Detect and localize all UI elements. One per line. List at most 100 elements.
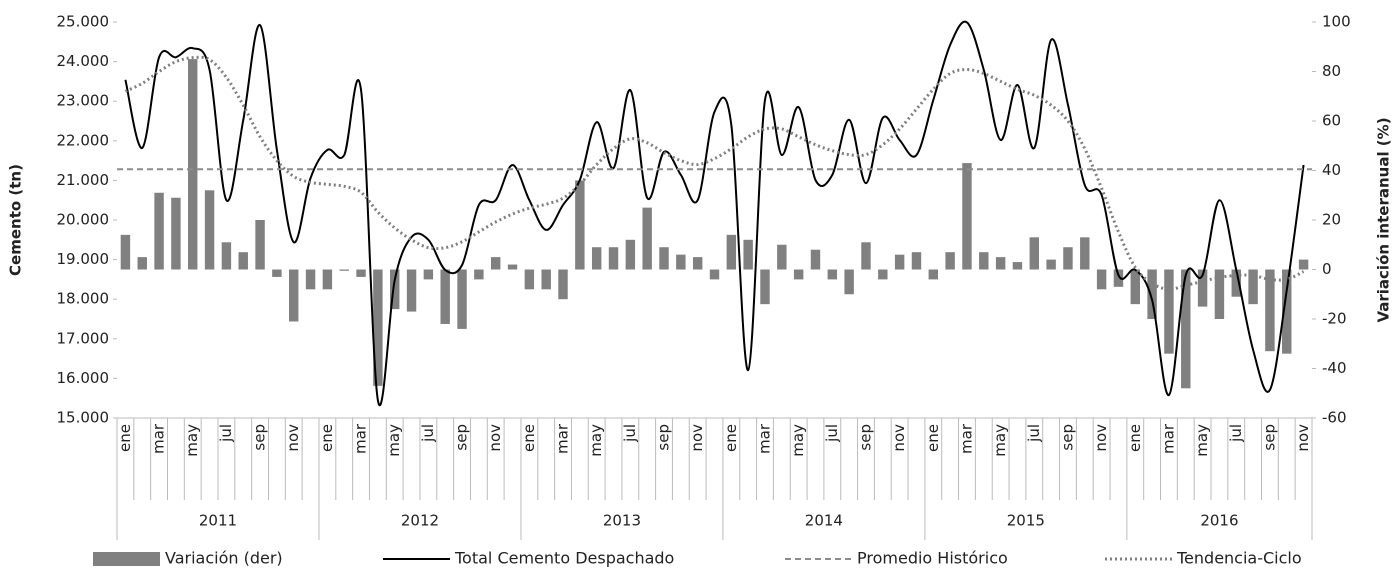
series-line [124, 20, 1305, 406]
x-tick-label: sep [856, 424, 874, 451]
bar [356, 269, 366, 277]
x-tick-label: sep [251, 424, 269, 451]
y2-tick-label: -20 [1322, 310, 1347, 328]
bar [659, 247, 669, 270]
bar [457, 269, 467, 329]
y2-tick-label: 20 [1322, 211, 1341, 229]
x-tick-label: ene [722, 424, 740, 452]
x-group-label: 2014 [805, 512, 843, 530]
x-tick-label: ene [924, 424, 942, 452]
x-group-label: 2013 [603, 512, 641, 530]
x-tick-label: nov [486, 424, 504, 452]
bar [760, 269, 770, 305]
y2-tick-label: 60 [1322, 112, 1341, 130]
bar [204, 190, 215, 270]
legend-label: Promedio Histórico [857, 549, 1008, 568]
x-tick-label: nov [1092, 424, 1110, 452]
x-tick-label: ene [116, 424, 134, 452]
bar [1164, 269, 1174, 354]
x-tick-label: nov [890, 424, 908, 452]
bar [1012, 262, 1023, 270]
x-tick-label: may [587, 424, 605, 457]
legend-label: Tendencia-Ciclo [1176, 549, 1302, 568]
bar [995, 257, 1006, 270]
y2-tick-label: 100 [1322, 13, 1351, 31]
bar [221, 242, 232, 270]
x-tick-label: mar [755, 423, 773, 454]
y-tick-label: 24.000 [57, 52, 110, 70]
x-tick-label: jul [823, 424, 841, 443]
bar [894, 254, 905, 270]
bar [1080, 237, 1090, 270]
bar [1248, 269, 1258, 305]
x-tick-label: mar [554, 423, 572, 454]
bar [979, 252, 989, 270]
bar [255, 220, 265, 270]
bar [289, 269, 299, 322]
x-tick-label: ene [520, 424, 538, 452]
x-tick-label: nov [1294, 424, 1312, 452]
x-tick-label: sep [1058, 424, 1076, 451]
bar [373, 269, 383, 386]
x-tick-label: may [991, 424, 1009, 457]
bar [171, 197, 181, 270]
y2-tick-label: 80 [1322, 62, 1341, 80]
bar [1130, 269, 1140, 305]
bar [810, 249, 821, 270]
x-tick-label: may [1193, 424, 1211, 457]
y-tick-label: 21.000 [57, 171, 110, 189]
bar [591, 247, 602, 270]
legend-label: Variación (der) [165, 549, 283, 568]
bar [608, 247, 619, 270]
bar [642, 207, 652, 270]
legend-label: Total Cemento Despachado [454, 549, 674, 568]
bar [1147, 269, 1157, 319]
y-tick-label: 19.000 [57, 250, 110, 268]
x-tick-label: sep [453, 424, 471, 451]
x-tick-label: jul [217, 424, 235, 443]
x-tick-label: nov [284, 424, 302, 452]
x-tick-label: sep [655, 424, 673, 451]
y-tick-label: 22.000 [57, 131, 110, 149]
x-tick-label: may [183, 424, 201, 457]
bar [1282, 269, 1292, 354]
bar [1197, 269, 1208, 307]
bar [1029, 237, 1040, 270]
bar [827, 269, 838, 280]
x-tick-label: ene [318, 424, 336, 452]
bar [844, 269, 854, 295]
x-tick-label: jul [1025, 424, 1043, 443]
bar [962, 163, 972, 270]
bar [575, 180, 585, 270]
x-tick-label: may [385, 424, 403, 457]
bar [389, 269, 400, 310]
bar [339, 269, 349, 271]
y2-axis-title: Variación interanual (%) [1375, 117, 1393, 322]
bar [777, 244, 787, 270]
bar [490, 257, 501, 270]
bar [423, 269, 434, 280]
bar [558, 269, 568, 300]
bar [945, 252, 955, 270]
bar [238, 252, 248, 270]
bar [911, 252, 922, 270]
x-tick-label: jul [621, 424, 639, 443]
x-tick-label: mar [352, 423, 370, 454]
bar [692, 257, 703, 270]
x-tick-label: may [789, 424, 807, 457]
bar [1298, 259, 1309, 270]
bar [137, 257, 147, 270]
y-tick-label: 23.000 [57, 92, 110, 110]
y-tick-label: 17.000 [57, 329, 110, 347]
bar [1113, 269, 1124, 287]
bar [709, 269, 720, 280]
bar [305, 269, 316, 290]
x-group-label: 2015 [1007, 512, 1045, 530]
y-tick-label: 20.000 [57, 211, 110, 229]
y-axis-title: Cemento (tn) [7, 164, 25, 276]
bar [1181, 269, 1191, 389]
y2-tick-label: 40 [1322, 161, 1341, 179]
x-tick-label: jul [419, 424, 437, 443]
x-tick-label: mar [1159, 423, 1177, 454]
y-tick-label: 25.000 [57, 13, 110, 31]
